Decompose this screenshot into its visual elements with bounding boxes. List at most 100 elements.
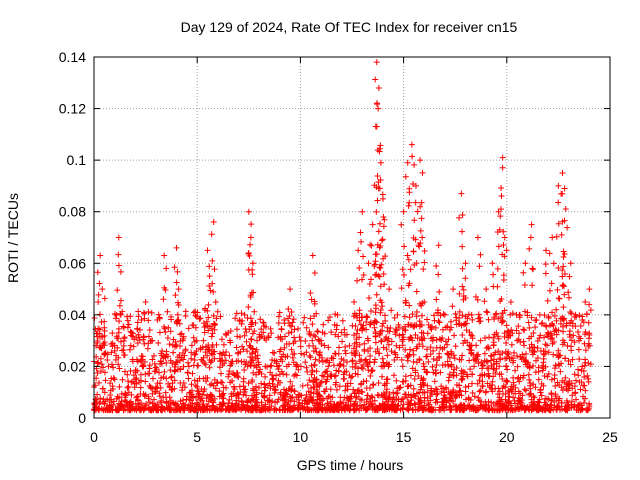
background-point	[286, 385, 293, 392]
spike-point	[498, 295, 505, 302]
background-point	[220, 341, 227, 348]
background-point	[267, 363, 274, 370]
background-point	[459, 312, 466, 319]
spike-point	[210, 312, 217, 319]
background-point	[374, 391, 381, 398]
spike-point	[410, 248, 417, 255]
background-point	[428, 390, 435, 397]
spike-point	[376, 148, 383, 155]
spike-point	[245, 250, 252, 257]
spike-point	[115, 354, 122, 361]
background-point	[289, 354, 296, 361]
background-point	[279, 397, 286, 404]
spike-point	[380, 223, 387, 230]
background-point	[268, 403, 275, 410]
background-point	[108, 399, 115, 406]
x-tick-label: 10	[293, 429, 309, 445]
spike-point	[375, 228, 382, 235]
x-tick-label: 20	[499, 429, 515, 445]
background-point	[572, 390, 579, 397]
background-point	[320, 321, 327, 328]
spike-point	[381, 281, 388, 288]
background-point	[452, 343, 459, 350]
background-point	[227, 327, 234, 334]
background-point	[505, 387, 512, 394]
background-point	[235, 401, 242, 408]
spike-point	[493, 310, 500, 317]
background-point	[262, 373, 269, 380]
background-point	[328, 371, 335, 378]
background-point	[510, 374, 517, 381]
spike-point	[205, 301, 212, 308]
background-point	[272, 387, 279, 394]
spike-point	[368, 242, 375, 249]
background-point	[164, 406, 171, 413]
background-point	[514, 363, 521, 370]
background-point	[502, 348, 509, 355]
background-point	[496, 394, 503, 401]
background-point	[123, 399, 130, 406]
background-point	[181, 384, 188, 391]
background-point	[283, 341, 290, 348]
spike-point	[398, 285, 405, 292]
background-point	[191, 377, 198, 384]
background-point	[404, 405, 411, 412]
background-point	[430, 355, 437, 362]
background-point	[407, 372, 414, 379]
data-point	[121, 368, 128, 375]
background-point	[209, 330, 216, 337]
background-point	[370, 382, 377, 389]
background-point	[217, 370, 224, 377]
x-tick-label: 0	[90, 429, 98, 445]
y-tick-label: 0	[78, 410, 86, 426]
spike-point	[356, 307, 363, 314]
background-point	[290, 340, 297, 347]
background-point	[502, 390, 509, 397]
background-point	[131, 336, 138, 343]
background-point	[197, 315, 204, 322]
spike-point	[117, 310, 124, 317]
background-point	[351, 390, 358, 397]
background-point	[287, 378, 294, 385]
spike-point	[208, 357, 215, 364]
background-point	[313, 386, 320, 393]
spike-point	[116, 302, 123, 309]
background-point	[154, 317, 161, 324]
spike-point	[252, 320, 259, 327]
background-point	[577, 323, 584, 330]
spike-point	[549, 340, 556, 347]
background-point	[151, 368, 158, 375]
background-point	[233, 310, 240, 317]
background-point	[184, 369, 191, 376]
background-point	[145, 333, 152, 340]
background-point	[324, 400, 331, 407]
background-point	[185, 359, 192, 366]
background-point	[161, 325, 168, 332]
background-point	[138, 317, 145, 324]
background-point	[334, 401, 341, 408]
background-point	[195, 390, 202, 397]
background-point	[585, 319, 592, 326]
spike-point	[376, 185, 383, 192]
background-point	[491, 356, 498, 363]
background-point	[256, 407, 263, 414]
background-point	[99, 364, 106, 371]
background-point	[342, 343, 349, 350]
spike-point	[249, 350, 256, 357]
data-point	[128, 332, 135, 339]
background-point	[456, 388, 463, 395]
background-point	[254, 402, 261, 409]
background-point	[419, 377, 426, 384]
background-point	[522, 387, 529, 394]
background-point	[580, 382, 587, 389]
background-point	[116, 394, 123, 401]
background-point	[541, 372, 548, 379]
spike-point	[384, 328, 391, 335]
background-point	[360, 378, 367, 385]
spike-point	[162, 286, 169, 293]
x-tick-label: 5	[193, 429, 201, 445]
spike-point	[494, 283, 501, 290]
spike-point	[417, 203, 424, 210]
spike-point	[366, 281, 373, 288]
background-point	[510, 359, 517, 366]
